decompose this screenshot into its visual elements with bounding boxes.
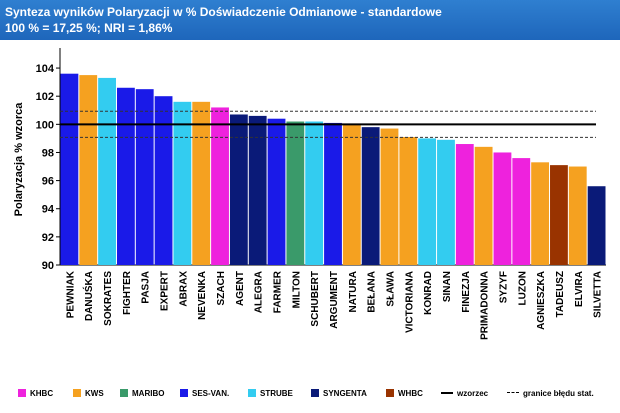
bar-argument <box>324 122 342 265</box>
chart-title: Synteza wyników Polaryzacji w % Doświadc… <box>5 5 442 19</box>
bar-syzyf <box>493 152 512 265</box>
bar-agnieszka <box>531 162 550 265</box>
bar-fighter <box>116 87 135 265</box>
category-label: BEŁANA <box>367 271 378 313</box>
legend-swatch <box>311 388 319 397</box>
category-label: NEVENKA <box>197 271 208 320</box>
legend-label: wzorzec <box>457 389 489 398</box>
y-tick-label: 92 <box>42 232 54 244</box>
legend-label: MARIBO <box>132 389 165 398</box>
y-tick-label: 102 <box>36 91 54 103</box>
legend-item-ses-van: SES-VAN. <box>180 387 229 401</box>
legend-swatch <box>180 388 188 397</box>
legend-label: SES-VAN. <box>192 389 230 398</box>
legend-item-bounds: granice błędu stat. <box>507 387 594 401</box>
bar-silvetta <box>587 186 606 265</box>
category-label: FIGHTER <box>122 270 133 315</box>
legend-item-khbc: KHBC <box>18 387 53 401</box>
category-label: PRIMADONNA <box>480 271 491 340</box>
category-label: KONRAD <box>423 271 434 315</box>
category-label: MILTON <box>291 271 302 308</box>
bar-sława <box>380 128 399 265</box>
bar-konrad <box>418 138 437 265</box>
category-label: TADEUSZ <box>555 271 566 317</box>
y-tick-label: 98 <box>42 147 54 159</box>
legend-item-whbc: WHBC <box>386 387 423 401</box>
legend-swatch <box>120 388 128 397</box>
category-label: ALEGRA <box>254 271 265 313</box>
legend-label: SYNGENTA <box>323 389 367 398</box>
bar-expert <box>154 96 173 265</box>
bar-bełana <box>361 127 380 265</box>
legend-item-kws: KWS <box>73 387 104 401</box>
legend-item-syngenta: SYNGENTA <box>311 387 367 401</box>
category-label: DANUŚKA <box>82 271 95 321</box>
category-label: VICTORIANA <box>404 271 415 333</box>
y-tick-label: 104 <box>36 63 55 75</box>
category-label: PEWNIAK <box>65 270 76 318</box>
bar-agent <box>229 114 248 265</box>
legend-item-strube: STRUBE <box>248 387 293 401</box>
category-label: SYZYF <box>498 271 509 303</box>
bar-natura <box>342 124 361 265</box>
category-label: SCHUBERT <box>310 271 321 327</box>
category-label: ELVIRA <box>574 271 585 307</box>
bar-abrax <box>173 101 192 266</box>
category-label: ARGUMENT <box>329 271 340 329</box>
bar-victoriana <box>399 136 418 265</box>
category-label: LUZON <box>517 271 528 305</box>
y-tick-label: 90 <box>42 260 54 272</box>
legend-swatch <box>18 388 26 397</box>
category-label: PASJA <box>141 271 152 304</box>
bar-chart: 90 92 94 96 98 100 102 104 Polaryzacja % wzorca P… <box>13 48 606 340</box>
bar-pasja <box>135 89 154 265</box>
legend-item-wzorzec: wzorzec <box>441 387 488 401</box>
y-tick-label: 94 <box>42 204 55 216</box>
category-label: ABRAX <box>178 271 189 307</box>
category-label: SINAN <box>442 271 453 302</box>
legend-label: WHBC <box>398 389 423 398</box>
bar-danuśka <box>79 75 98 265</box>
bar-elvira <box>568 166 587 265</box>
bar-primadonna <box>474 146 493 265</box>
chart-subtitle: 100 % = 17,25 %; NRI = 1,86% <box>5 21 173 35</box>
legend-label: STRUBE <box>260 389 293 398</box>
legend-swatch <box>73 388 81 397</box>
y-axis-label: Polaryzacja % wzorca <box>13 102 25 217</box>
bar-nevenka <box>192 101 211 266</box>
legend-swatch <box>386 388 394 397</box>
category-label: AGNIESZKA <box>536 271 547 330</box>
bar-farmer <box>267 118 286 265</box>
bar-sinan <box>437 139 455 265</box>
legend-label: KHBC <box>30 389 54 398</box>
bar-pewniak <box>60 73 79 265</box>
legend-item-maribo: MARIBO <box>120 387 164 401</box>
category-label: EXPERT <box>160 271 171 311</box>
chart-legend: KHBC KWS MARIBO SES-VAN. STRUBE SYNGENTA… <box>18 387 618 401</box>
legend-label: KWS <box>85 389 104 398</box>
category-label: AGENT <box>235 271 246 306</box>
bar-schubert <box>305 121 324 266</box>
bar-sokrates <box>98 77 116 265</box>
legend-swatch <box>248 388 256 397</box>
category-label: SILVETTA <box>593 271 604 318</box>
legend-line-solid <box>441 391 453 394</box>
bar-tadeusz <box>550 165 568 265</box>
bar-finezja <box>455 144 474 265</box>
y-tick-label: 96 <box>42 176 54 188</box>
category-label: SŁAWA <box>385 271 396 307</box>
category-label: FARMER <box>273 270 284 313</box>
category-label: SOKRATES <box>103 271 114 326</box>
category-label: SZACH <box>216 271 227 305</box>
legend-line-dashed <box>507 392 519 394</box>
bar-szach <box>211 107 229 265</box>
bar-luzon <box>512 158 531 265</box>
category-label: FINEZJA <box>461 271 472 313</box>
bar-milton <box>286 121 305 266</box>
y-tick-label: 100 <box>36 119 54 131</box>
bar-alegra <box>248 115 267 265</box>
legend-label: granice błędu stat. <box>523 389 594 398</box>
chart-header: Synteza wyników Polaryzacji w % Doświadc… <box>0 0 620 40</box>
category-label: NATURA <box>348 271 359 312</box>
